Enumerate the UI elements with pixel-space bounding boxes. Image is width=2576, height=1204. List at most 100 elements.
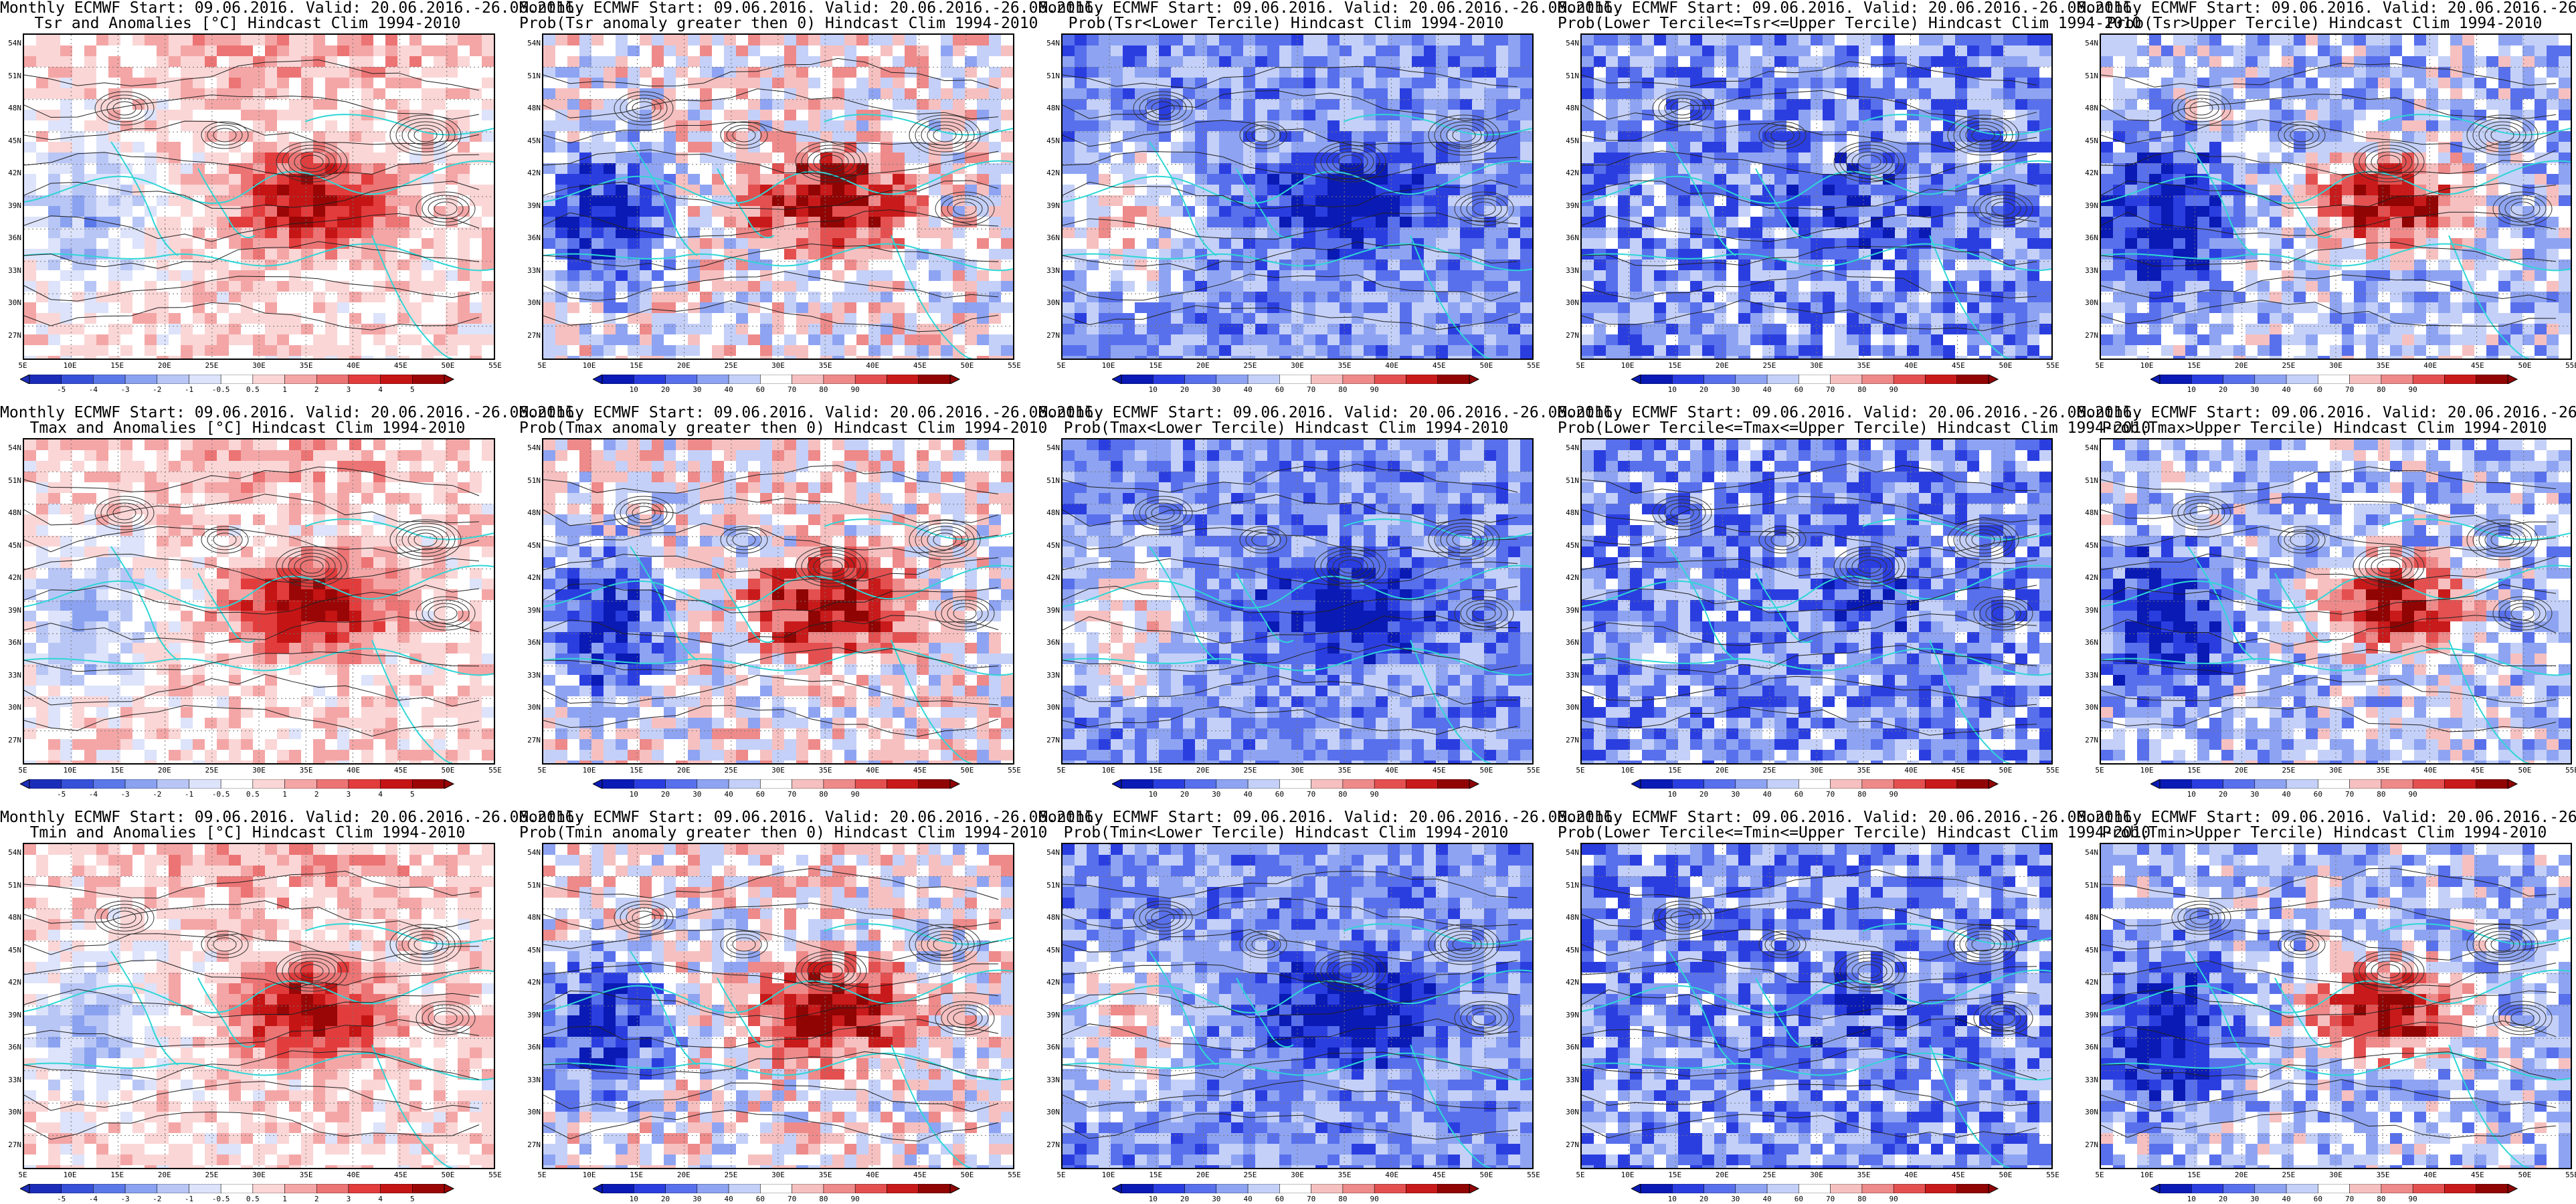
field-cell [181, 56, 193, 68]
field-cell [193, 345, 205, 357]
field-cell [385, 78, 398, 89]
field-cell [543, 163, 556, 175]
field-cell [748, 334, 761, 346]
field-cell [1714, 78, 1727, 89]
field-cell [1159, 334, 1172, 346]
field-cell [652, 249, 664, 260]
field-cell [917, 324, 929, 335]
field-cell [616, 313, 628, 324]
field-cell [181, 206, 193, 217]
field-cell [108, 120, 121, 132]
field-cell [1835, 142, 1847, 153]
field-cell [1183, 345, 1196, 357]
field-cell [567, 270, 580, 282]
temperature-contour [1063, 90, 1518, 121]
field-cell [1642, 217, 1655, 228]
field-cell [470, 131, 482, 142]
field-cell [2027, 302, 2040, 314]
field-cell [688, 131, 701, 142]
field-cell [1702, 88, 1715, 100]
field-cell [1799, 56, 1811, 68]
field-cell [1594, 88, 1606, 100]
field-cell [1340, 120, 1352, 132]
field-cell [1255, 78, 1268, 89]
field-cell [446, 206, 458, 217]
field-cell [1219, 163, 1232, 175]
field-cell [640, 45, 652, 57]
field-cell [482, 334, 494, 346]
field-cell [1955, 313, 1968, 324]
field-cell [1594, 174, 1606, 185]
field-cell [1666, 163, 1679, 175]
field-cell [1376, 302, 1388, 314]
field-cell [700, 356, 713, 359]
field-cell [604, 35, 616, 46]
field-cell [1690, 120, 1703, 132]
field-cell [482, 270, 494, 282]
field-cell [688, 120, 701, 132]
field-cell [1967, 270, 1980, 282]
field-cell [470, 174, 482, 185]
field-cell [941, 99, 953, 110]
field-cell [640, 120, 652, 132]
field-cell [1520, 185, 1532, 196]
field-cell [1111, 334, 1123, 346]
field-cell [217, 217, 229, 228]
field-cell [253, 88, 266, 100]
field-cell [1654, 206, 1667, 217]
field-cell [1075, 270, 1087, 282]
field-cell [1991, 78, 2004, 89]
field-cell [1376, 334, 1388, 346]
field-cell [1460, 67, 1473, 78]
field-cell [941, 227, 953, 239]
field-cell [1871, 78, 1883, 89]
field-cell [169, 56, 181, 68]
field-cell [1859, 302, 1871, 314]
field-cell [385, 313, 398, 324]
field-cell [2039, 292, 2051, 303]
field-cell [1219, 174, 1232, 185]
field-cell [688, 324, 701, 335]
colorbar-segment [93, 375, 126, 384]
field-cell [458, 334, 470, 346]
field-cell [1448, 206, 1461, 217]
field-cell [1279, 195, 1292, 207]
field-cell [868, 142, 881, 153]
field-cell [700, 131, 713, 142]
field-cell [1111, 45, 1123, 57]
field-cell [48, 99, 61, 110]
field-cell [181, 99, 193, 110]
field-cell [108, 110, 121, 121]
field-cell [748, 206, 761, 217]
field-cell [712, 88, 725, 100]
field-cell [289, 67, 302, 78]
field-cell [856, 35, 869, 46]
temperature-contour [1063, 305, 1518, 330]
field-cell [616, 88, 628, 100]
field-cell [277, 206, 290, 217]
field-cell [1207, 238, 1220, 249]
field-cell [169, 142, 181, 153]
field-cell [567, 302, 580, 314]
field-cell [325, 270, 338, 282]
field-cell [604, 356, 616, 359]
field-cell [385, 35, 398, 46]
field-cell [1267, 153, 1280, 164]
field-cell [1726, 217, 1739, 228]
field-cell [1183, 334, 1196, 346]
field-cell [796, 195, 809, 207]
field-cell [832, 292, 845, 303]
field-cell [1871, 206, 1883, 217]
field-cell [917, 131, 929, 142]
field-cell [1967, 238, 1980, 249]
field-cell [289, 110, 302, 121]
latitude-label: 33N [527, 266, 541, 275]
field-cell [1702, 67, 1715, 78]
field-cell [1460, 345, 1473, 357]
field-cell [579, 131, 592, 142]
field-cell [1075, 131, 1087, 142]
field-cell [217, 334, 229, 346]
field-cell [1412, 78, 1424, 89]
field-cell [676, 163, 688, 175]
field-cell [169, 67, 181, 78]
